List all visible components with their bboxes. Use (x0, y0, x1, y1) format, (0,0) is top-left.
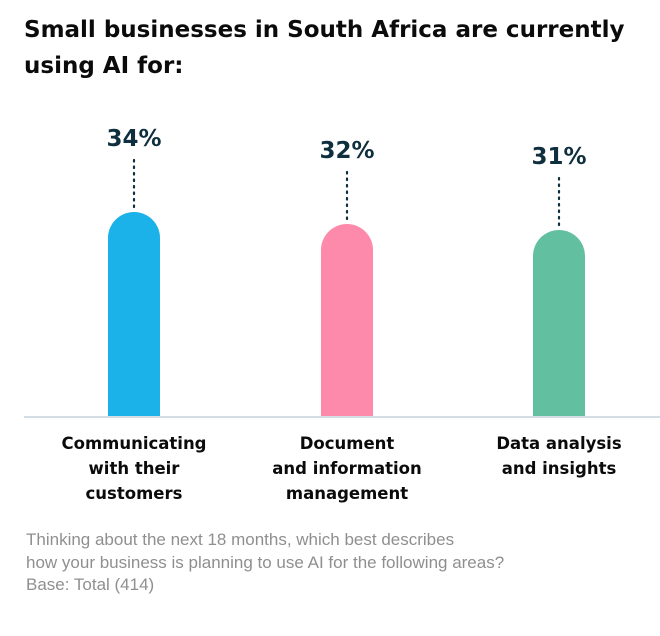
category-label-1-line-3: customers (85, 484, 183, 503)
category-label-2: Document and information management (237, 431, 457, 506)
category-label-1-line-1: Communicating (61, 434, 207, 453)
category-label-2-line-1: Document (299, 434, 395, 453)
chart-title-line-2: using AI for: (24, 53, 184, 79)
chart-title: Small businesses in South Africa are cur… (24, 12, 644, 84)
category-label-3-line-2: and insights (501, 459, 617, 478)
chart-title-line-1: Small businesses in South Africa are cur… (24, 17, 625, 43)
footnote-line-2: how your business is planning to use AI … (26, 552, 505, 572)
bar-chart: 34% 32% 31% (24, 126, 660, 418)
value-label-1: 34% (106, 126, 161, 152)
bar-3 (533, 230, 585, 416)
category-label-1: Communicating with their customers (24, 431, 244, 506)
bar-2 (321, 224, 373, 416)
value-label-3: 31% (531, 144, 586, 170)
bar-1 (108, 212, 160, 416)
category-label-2-line-3: management (285, 484, 409, 503)
category-label-2-line-2: and information (272, 459, 422, 478)
value-label-2: 32% (319, 138, 374, 164)
category-label-3-line-1: Data analysis (496, 434, 622, 453)
footnote-line-3: Base: Total (414) (26, 575, 155, 594)
footnote-line-1: Thinking about the next 18 months, which… (26, 530, 455, 549)
category-label-1-line-2: with their (88, 459, 180, 478)
category-label-3: Data analysis and insights (449, 431, 660, 481)
footnote: Thinking about the next 18 months, which… (26, 529, 646, 597)
